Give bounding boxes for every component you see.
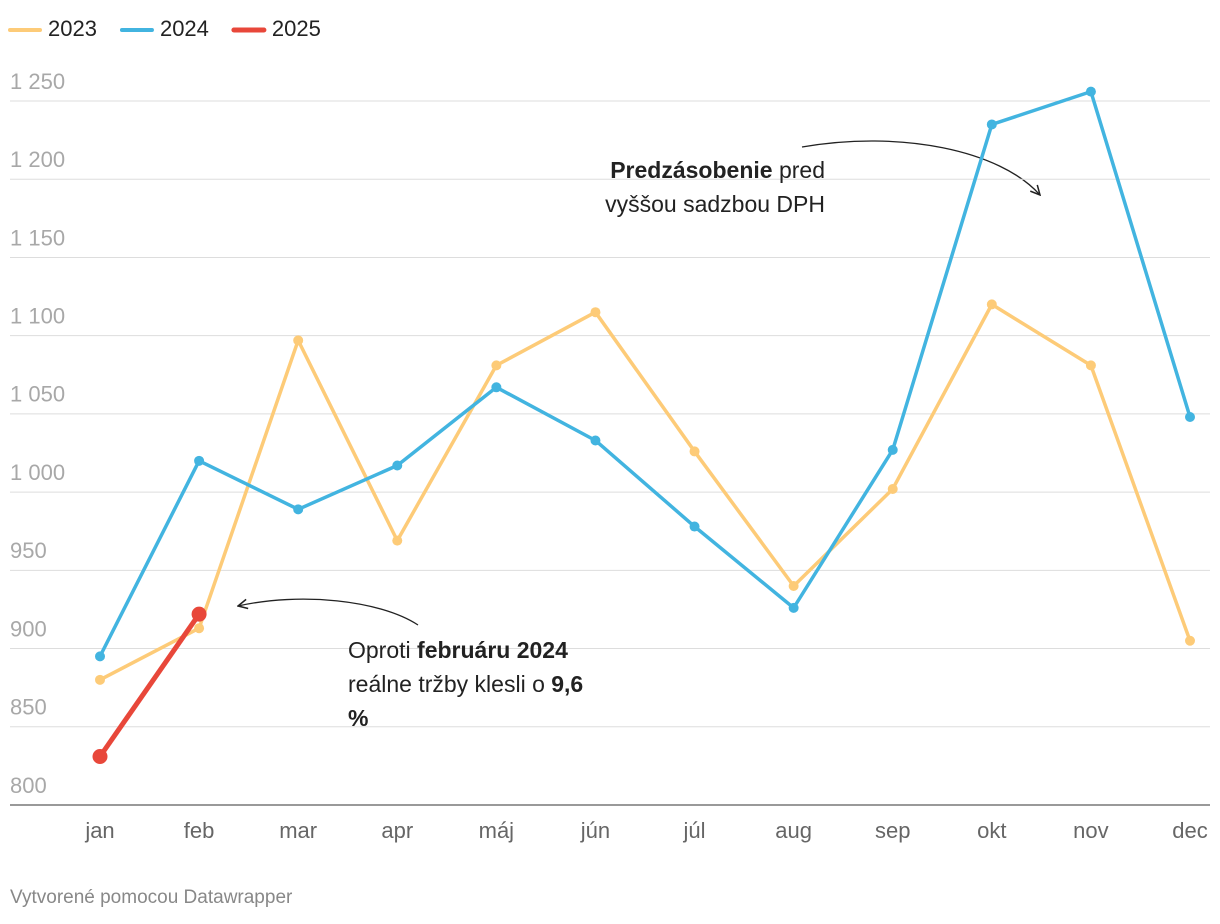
y-tick-label: 950 xyxy=(10,538,47,563)
annotation: reálne tržby klesli o 9,6 xyxy=(348,671,583,697)
x-tick-label: jan xyxy=(84,818,114,843)
x-tick-label: sep xyxy=(875,818,910,843)
y-tick-label: 1 050 xyxy=(10,382,65,407)
data-point xyxy=(95,674,105,685)
annotation: Oproti februáru 2024 xyxy=(348,637,568,663)
x-tick-label: apr xyxy=(381,818,413,843)
data-point xyxy=(491,360,502,371)
data-point xyxy=(92,749,108,765)
data-point xyxy=(986,119,997,130)
data-point xyxy=(194,623,205,634)
annotation-text: % xyxy=(348,705,368,731)
y-tick-label: 1 150 xyxy=(10,225,65,250)
legend-label: 2025 xyxy=(272,16,321,41)
y-tick-label: 1 250 xyxy=(10,69,65,94)
x-tick-label: jún xyxy=(580,818,610,843)
data-point xyxy=(191,606,207,622)
data-point xyxy=(293,504,304,515)
series-line xyxy=(99,302,1192,682)
annotation-text: vyššou sadzbou DPH xyxy=(605,191,825,217)
legend-label: 2024 xyxy=(160,16,209,41)
data-point xyxy=(1085,360,1096,371)
data-point xyxy=(689,521,700,532)
x-tick-label: mar xyxy=(279,818,317,843)
data-point xyxy=(590,435,601,446)
data-point xyxy=(1185,635,1195,646)
data-point xyxy=(590,307,601,318)
x-tick-label: máj xyxy=(479,818,514,843)
annotation-text: Oproti xyxy=(348,637,417,663)
annotation-text: 9,6 xyxy=(551,671,583,697)
y-tick-label: 1 200 xyxy=(10,147,65,172)
data-point xyxy=(95,651,105,662)
y-tick-label: 800 xyxy=(10,773,47,798)
footer: Vytvorené pomocou Datawrapper xyxy=(10,887,293,908)
y-tick-label: 900 xyxy=(10,616,47,641)
x-tick-label: júl xyxy=(683,818,706,843)
series-line xyxy=(98,89,1192,658)
data-point xyxy=(293,335,304,346)
y-tick-label: 1 000 xyxy=(10,460,65,485)
data-point xyxy=(887,444,898,455)
annotation: % xyxy=(348,705,368,731)
x-tick-label: feb xyxy=(184,818,215,843)
data-point xyxy=(491,382,502,393)
y-tick-label: 1 100 xyxy=(10,303,65,328)
annotation-text: februáru 2024 xyxy=(417,637,568,663)
data-point xyxy=(1185,412,1195,423)
data-point xyxy=(986,299,997,310)
y-tick-label: 850 xyxy=(10,695,47,720)
data-point xyxy=(194,455,205,466)
annotation-text: Predzásobenie xyxy=(610,157,772,183)
data-point xyxy=(689,446,700,457)
x-tick-label: okt xyxy=(977,818,1006,843)
data-point xyxy=(392,535,403,546)
annotation-arrow xyxy=(801,140,1040,195)
legend-label: 2023 xyxy=(48,16,97,41)
data-point xyxy=(887,483,898,494)
x-tick-label: aug xyxy=(775,818,812,843)
data-point xyxy=(788,580,799,591)
annotation: vyššou sadzbou DPH xyxy=(605,191,825,217)
data-point xyxy=(392,460,403,471)
data-point xyxy=(1085,86,1096,97)
data-point xyxy=(788,602,799,613)
x-tick-label: dec xyxy=(1172,818,1207,843)
annotation: Predzásobenie pred xyxy=(610,157,825,183)
annotation-arrow xyxy=(238,598,419,626)
x-tick-label: nov xyxy=(1073,818,1108,843)
annotation-text: pred xyxy=(773,157,825,183)
annotation-text: reálne tržby klesli o xyxy=(348,671,551,697)
series-line xyxy=(97,612,202,758)
